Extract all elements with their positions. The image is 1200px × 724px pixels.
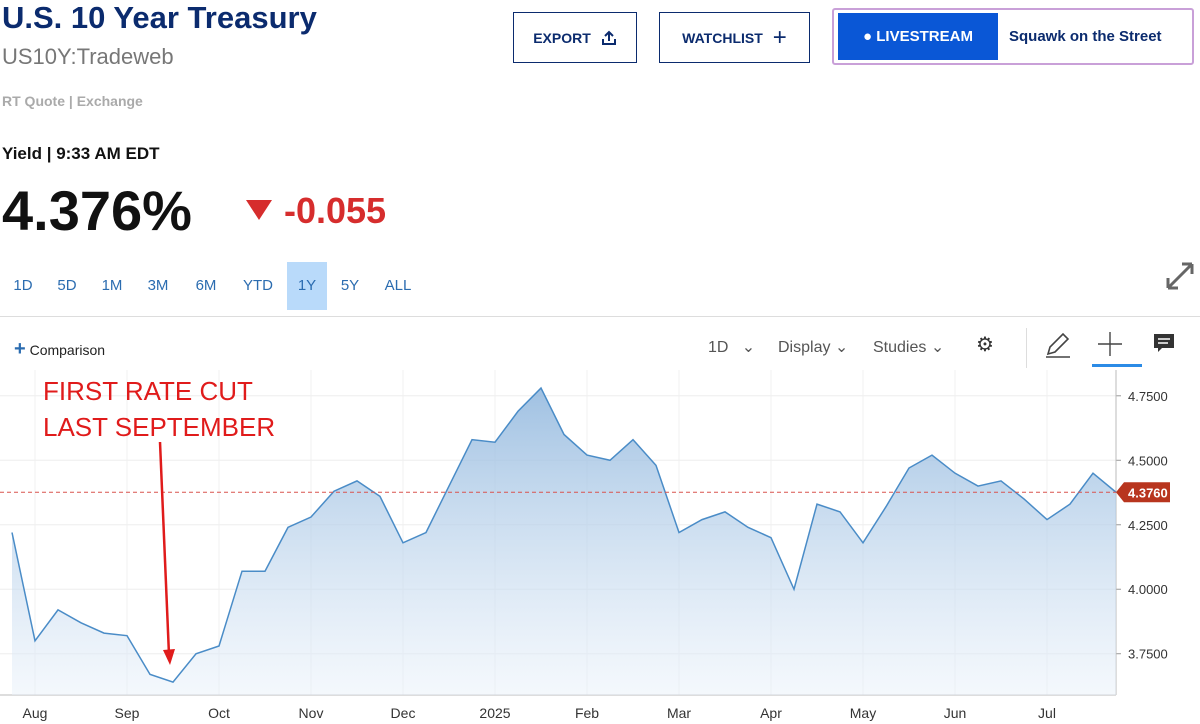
- draw-icon[interactable]: [1044, 332, 1072, 358]
- x-tick-label: Jul: [1038, 705, 1056, 721]
- range-option[interactable]: 5Y: [340, 277, 360, 294]
- quote-source: RT Quote | Exchange: [2, 93, 143, 109]
- studies-label: Studies: [873, 339, 927, 356]
- x-tick-label: Oct: [208, 705, 230, 721]
- range-option[interactable]: YTD: [243, 277, 273, 294]
- comparison-label: Comparison: [29, 342, 106, 358]
- annotation-arrowhead: [163, 649, 175, 665]
- change: -0.055: [284, 190, 387, 231]
- comment-icon[interactable]: [1152, 332, 1176, 354]
- x-tick-label: May: [850, 705, 876, 721]
- title: U.S. 10 Year Treasury: [2, 0, 317, 35]
- range-option[interactable]: 5D: [57, 277, 77, 294]
- annotation: LAST SEPTEMBER: [43, 412, 275, 442]
- range-option[interactable]: 3M: [147, 277, 169, 294]
- x-tick-label: Nov: [299, 705, 324, 721]
- livestream-badge[interactable]: ● LIVESTREAM: [838, 13, 998, 60]
- range-option[interactable]: 1D: [13, 277, 33, 294]
- down-arrow: [246, 200, 272, 220]
- divider: [0, 316, 1200, 317]
- annotation-arrow: [158, 441, 171, 656]
- y-tick-label: 4.2500: [1128, 518, 1168, 533]
- export-label: EXPORT: [533, 29, 591, 46]
- export-button[interactable]: EXPORT: [513, 12, 637, 63]
- watchlist-button[interactable]: WATCHLIST +: [659, 12, 810, 63]
- studies-menu[interactable]: Studies ⌄: [873, 339, 945, 356]
- y-tick-label: 3.7500: [1128, 647, 1168, 662]
- line: [11, 386, 1117, 683]
- area: [12, 388, 1116, 695]
- plus-icon: +: [772, 23, 787, 51]
- comparison-button[interactable]: + Comparison: [14, 338, 106, 360]
- y-tick-label: 4.0000: [1128, 582, 1168, 597]
- x-tick-label: Sep: [115, 705, 140, 721]
- expand-icon[interactable]: [1164, 260, 1196, 292]
- x-tick-label: Aug: [23, 705, 48, 721]
- toolbar-divider: [1026, 328, 1027, 368]
- range-option[interactable]: 6M: [195, 277, 217, 294]
- time-label: Yield | 9:33 AM EDT: [2, 144, 160, 163]
- display-menu[interactable]: Display ⌄: [778, 339, 849, 356]
- show-name: Squawk on the Street: [1009, 28, 1162, 45]
- x-tick-label: Mar: [667, 705, 691, 721]
- range-option[interactable]: 1M: [101, 277, 123, 294]
- settings-icon[interactable]: ⚙: [976, 334, 994, 356]
- watchlist-label: WATCHLIST: [682, 29, 763, 46]
- range-option[interactable]: ALL: [384, 277, 412, 294]
- x-tick-label: Apr: [760, 705, 782, 721]
- x-tick-label: Jun: [944, 705, 967, 721]
- symbol: US10Y:Tradeweb: [2, 44, 174, 69]
- crosshair-icon[interactable]: [1096, 330, 1124, 358]
- y-tick-label: 4.7500: [1128, 389, 1168, 404]
- x-tick-label: 2025: [479, 705, 510, 721]
- annotation: FIRST RATE CUT: [43, 376, 253, 406]
- interval-label: 1D: [708, 339, 729, 356]
- range-option[interactable]: 1Y: [297, 277, 317, 294]
- livestream-box[interactable]: ● LIVESTREAM Squawk on the Street: [832, 8, 1194, 65]
- active-tool: [1092, 364, 1142, 367]
- x-tick-label: Feb: [575, 705, 599, 721]
- y-tick-label: 4.5000: [1128, 453, 1168, 468]
- livestream-label: LIVESTREAM: [876, 28, 973, 45]
- price: 4.376%: [2, 179, 192, 242]
- current-badge: [1116, 482, 1170, 503]
- interval-menu[interactable]: 1D ⌄: [708, 339, 756, 356]
- current-label: 4.3760: [1128, 485, 1168, 500]
- x-tick-label: Dec: [391, 705, 416, 721]
- display-label: Display: [778, 339, 831, 356]
- range-selected-bg: [287, 262, 327, 310]
- export-icon: [601, 30, 616, 45]
